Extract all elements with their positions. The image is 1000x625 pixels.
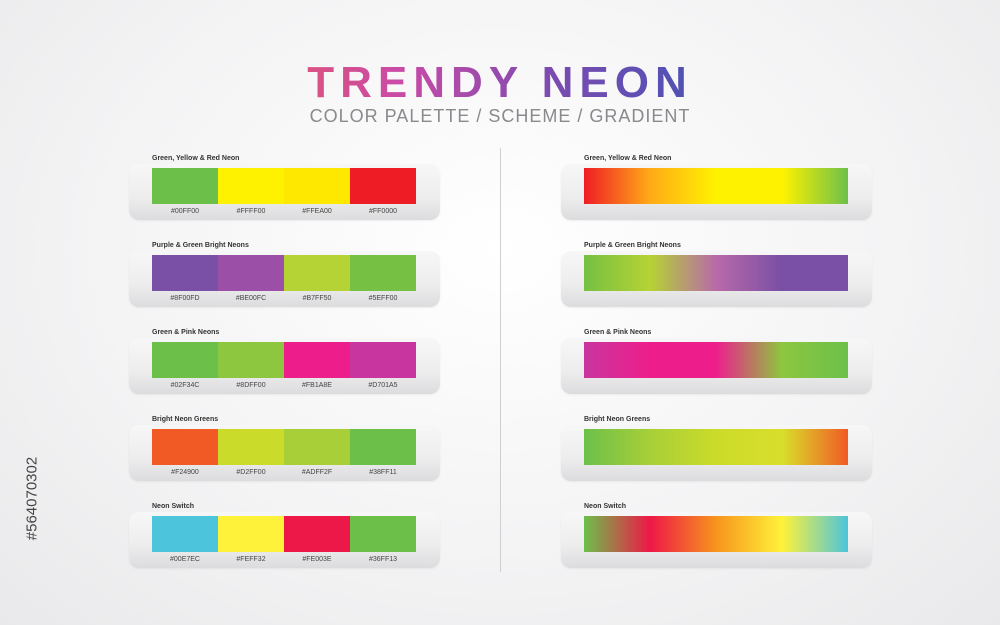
color-swatch bbox=[152, 342, 218, 378]
color-swatch bbox=[152, 516, 218, 552]
color-swatch bbox=[284, 342, 350, 378]
palette-name: Green & Pink Neons bbox=[152, 329, 220, 336]
hex-code: #FFEA00 bbox=[302, 208, 332, 215]
gradient-bar bbox=[584, 429, 848, 465]
palette-name: Neon Switch bbox=[152, 503, 195, 510]
gradient-bar bbox=[584, 342, 848, 378]
hex-code: #5EFF00 bbox=[368, 295, 398, 302]
gradient-name: Bright Neon Greens bbox=[584, 416, 651, 423]
hex-code: #8F00FD bbox=[170, 295, 200, 302]
page-title: TRENDY NEON bbox=[0, 58, 1000, 108]
swatch-row bbox=[152, 255, 416, 291]
color-swatch bbox=[218, 168, 284, 204]
hex-code: #38FF11 bbox=[369, 469, 397, 476]
gradient-bar bbox=[584, 168, 848, 204]
hex-code: #F24900 bbox=[171, 469, 199, 476]
hex-code: #00FF00 bbox=[170, 208, 200, 215]
color-swatch bbox=[350, 429, 416, 465]
color-swatch bbox=[218, 342, 284, 378]
color-swatch bbox=[152, 255, 218, 291]
hex-code: #D2FF00 bbox=[236, 469, 266, 476]
gradient-name: Green, Yellow & Red Neon bbox=[584, 155, 672, 162]
palette-name: Green, Yellow & Red Neon bbox=[152, 155, 240, 162]
hex-code-row: #F24900 #D2FF00 #ADFF2F #38FF11 bbox=[152, 469, 416, 476]
hex-code: #8DFF00 bbox=[236, 382, 266, 389]
color-swatch bbox=[152, 168, 218, 204]
color-swatch bbox=[284, 429, 350, 465]
color-swatch bbox=[218, 516, 284, 552]
gradient-name: Purple & Green Bright Neons bbox=[584, 242, 681, 249]
hex-code-row: #02F34C #8DFF00 #FB1A8E #D701A5 bbox=[152, 382, 416, 389]
gradient-name: Neon Switch bbox=[584, 503, 627, 510]
color-swatch bbox=[284, 516, 350, 552]
hex-code-row: #00E7EC #FEFF32 #FE003E #36FF13 bbox=[152, 556, 416, 563]
gradient-bar bbox=[584, 516, 848, 552]
swatch-row bbox=[152, 342, 416, 378]
hex-code: #ADFF2F bbox=[301, 469, 333, 476]
color-swatch bbox=[350, 255, 416, 291]
gradient-bar bbox=[584, 255, 848, 291]
color-swatch bbox=[350, 516, 416, 552]
hex-code: #FE003E bbox=[302, 556, 332, 563]
center-divider bbox=[500, 148, 501, 572]
page-subtitle: COLOR PALETTE / SCHEME / GRADIENT bbox=[309, 106, 691, 126]
hex-code: #FEFF32 bbox=[236, 556, 266, 563]
hex-code: #B7FF50 bbox=[302, 295, 332, 302]
gradient-name: Green & Pink Neons bbox=[584, 329, 652, 336]
hex-code: #D701A5 bbox=[368, 382, 398, 389]
hex-code: #00E7EC bbox=[170, 556, 200, 563]
color-swatch bbox=[284, 255, 350, 291]
hex-code-row: #8F00FD #BE00FC #B7FF50 #5EFF00 bbox=[152, 295, 416, 302]
color-swatch bbox=[350, 168, 416, 204]
swatch-row bbox=[152, 429, 416, 465]
palette-name: Purple & Green Bright Neons bbox=[152, 242, 249, 249]
swatch-row bbox=[152, 168, 416, 204]
hex-code: #BE00FC bbox=[235, 295, 267, 302]
stock-id-watermark: #564070302 bbox=[2, 390, 42, 610]
hex-code: #FFFF00 bbox=[236, 208, 266, 215]
hex-code-row: #00FF00 #FFFF00 #FFEA00 #FF0000 bbox=[152, 208, 416, 215]
swatch-row bbox=[152, 516, 416, 552]
color-swatch bbox=[284, 168, 350, 204]
color-swatch bbox=[152, 429, 218, 465]
hex-code: #36FF13 bbox=[368, 556, 398, 563]
color-swatch bbox=[350, 342, 416, 378]
hex-code: #FF0000 bbox=[368, 208, 398, 215]
stock-id-text: #564070302 bbox=[23, 456, 41, 541]
palette-name: Bright Neon Greens bbox=[152, 416, 219, 423]
hex-code: #FB1A8E bbox=[302, 382, 332, 389]
color-swatch bbox=[218, 429, 284, 465]
hex-code: #02F34C bbox=[170, 382, 200, 389]
color-swatch bbox=[218, 255, 284, 291]
